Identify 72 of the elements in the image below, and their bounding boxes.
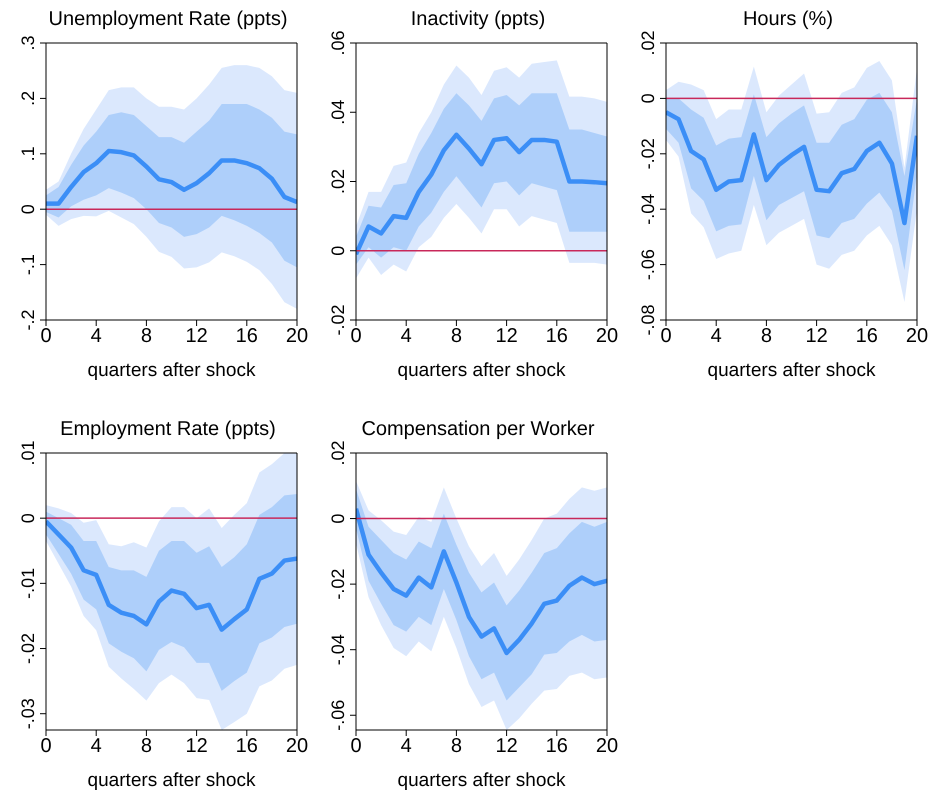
x-tick-label: 8 (450, 325, 462, 348)
y-tick-label: -.01 (18, 568, 38, 599)
line-series (46, 519, 297, 632)
y-tick-label: .02 (328, 440, 348, 466)
x-tick-label: 8 (140, 325, 152, 348)
y-tick-label: .2 (18, 90, 38, 106)
line-series (666, 110, 917, 226)
chart-title: Unemployment Rate (ppts) (48, 8, 288, 31)
x-tick-label: 4 (400, 735, 412, 758)
y-tick-label: -.04 (328, 634, 348, 666)
x-axis-title: quarters after shock (398, 770, 566, 791)
y-tick-label: -.03 (18, 698, 38, 730)
y-tick-label: .1 (18, 146, 38, 162)
y-tick-label: -.1 (18, 254, 38, 276)
x-tick-label: 20 (596, 325, 618, 348)
x-axis-title: quarters after shock (88, 360, 256, 381)
y-tick-label: -.04 (638, 194, 658, 225)
y-tick-label: .3 (18, 35, 38, 51)
x-tick-label: 0 (350, 325, 362, 348)
chart-title: Compensation per Worker (360, 418, 596, 441)
x-tick-label: 4 (90, 735, 102, 758)
y-tick-label: -.02 (328, 568, 348, 600)
x-axis-title: quarters after shock (398, 360, 566, 381)
chart-title: Hours (%) (742, 8, 834, 31)
y-tick-label: .02 (328, 168, 348, 194)
y-tick-label: .04 (328, 100, 348, 125)
line-series (46, 148, 297, 206)
x-tick-label: 16 (236, 325, 258, 348)
x-tick-label: 16 (236, 735, 258, 758)
y-tick-label: 0 (18, 513, 38, 524)
x-tick-label: 20 (286, 325, 308, 348)
chart-title: Employment Rate (ppts) (59, 418, 277, 441)
y-tick-label: 0 (18, 204, 38, 214)
x-tick-label: 8 (140, 735, 152, 758)
y-tick-label: -.02 (328, 304, 348, 336)
x-tick-label: 12 (185, 735, 208, 758)
chart-title: Inactivity (ppts) (410, 8, 546, 31)
x-axis-title: quarters after shock (708, 360, 876, 381)
y-tick-label: .01 (18, 440, 38, 466)
x-tick-label: 4 (400, 325, 412, 348)
x-axis-title: quarters after shock (88, 770, 256, 791)
x-tick-label: 12 (185, 325, 208, 348)
x-tick-label: 4 (710, 325, 722, 348)
x-tick-label: 12 (495, 735, 518, 758)
y-tick-label: .06 (328, 30, 348, 56)
x-tick-label: 20 (286, 735, 308, 758)
x-tick-label: 12 (495, 325, 518, 348)
y-tick-label: -.2 (18, 309, 38, 331)
x-tick-label: 8 (450, 735, 462, 758)
x-tick-label: 8 (760, 325, 772, 348)
x-tick-label: 0 (660, 325, 672, 348)
x-tick-label: 20 (596, 735, 618, 758)
line-series (356, 132, 607, 256)
y-tick-label: -.02 (18, 633, 38, 664)
x-tick-label: 16 (546, 735, 568, 758)
y-tick-label: -.02 (638, 138, 658, 170)
x-tick-label: 12 (805, 325, 828, 348)
y-tick-label: -.06 (328, 700, 348, 731)
y-tick-label: 0 (638, 93, 658, 104)
x-tick-label: 0 (40, 325, 52, 348)
x-tick-label: 0 (40, 735, 52, 758)
y-tick-label: 0 (328, 246, 348, 256)
x-tick-label: 4 (90, 325, 102, 348)
x-tick-label: 20 (906, 325, 928, 348)
line-series (356, 506, 607, 656)
x-tick-label: 16 (546, 325, 568, 348)
x-tick-label: 0 (350, 735, 362, 758)
y-tick-label: -.08 (638, 304, 658, 336)
x-tick-label: 16 (856, 325, 878, 348)
y-tick-label: 0 (328, 514, 348, 524)
y-tick-label: -.06 (638, 249, 658, 280)
y-tick-label: .02 (638, 30, 658, 56)
